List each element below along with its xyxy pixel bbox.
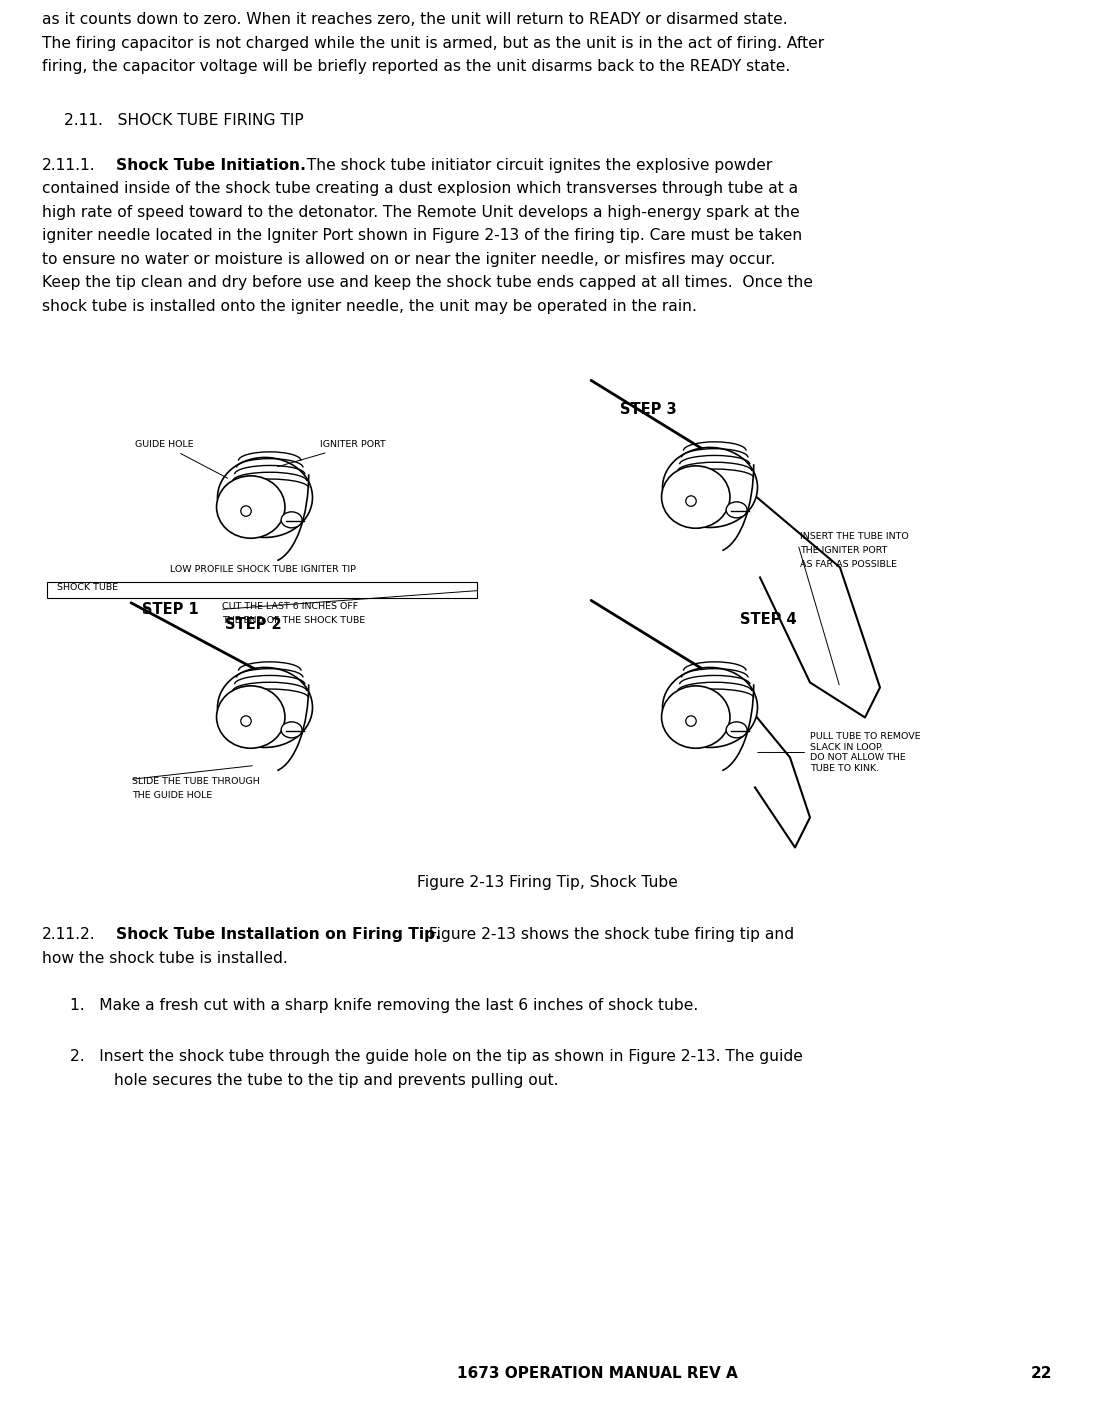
Bar [47, 582, 477, 599]
Text: STEP 4: STEP 4 [740, 613, 796, 627]
Text: 1.   Make a fresh cut with a sharp knife removing the last 6 inches of shock tub: 1. Make a fresh cut with a sharp knife r… [70, 998, 698, 1013]
Text: STEP 1: STEP 1 [142, 603, 199, 617]
Ellipse shape [218, 458, 313, 537]
Ellipse shape [281, 721, 302, 738]
Ellipse shape [218, 668, 313, 747]
Text: 2.11.2.: 2.11.2. [42, 927, 95, 943]
Text: to ensure no water or moisture is allowed on or near the igniter needle, or misf: to ensure no water or moisture is allowe… [42, 252, 776, 266]
Ellipse shape [662, 466, 730, 528]
Text: Shock Tube Installation on Firing Tip.: Shock Tube Installation on Firing Tip. [116, 927, 441, 943]
Ellipse shape [663, 668, 757, 747]
Circle shape [241, 716, 252, 726]
Ellipse shape [217, 686, 284, 748]
Text: shock tube is installed onto the igniter needle, the unit may be operated in the: shock tube is installed onto the igniter… [42, 299, 697, 314]
Ellipse shape [726, 721, 747, 738]
Text: LOW PROFILE SHOCK TUBE IGNITER TIP: LOW PROFILE SHOCK TUBE IGNITER TIP [170, 565, 356, 575]
Text: STEP 2: STEP 2 [225, 617, 281, 633]
Circle shape [241, 506, 252, 516]
Text: SLIDE THE TUBE THROUGH: SLIDE THE TUBE THROUGH [132, 778, 259, 786]
Text: SHOCK TUBE: SHOCK TUBE [57, 583, 118, 592]
Ellipse shape [663, 448, 757, 527]
Text: Figure 2-13 shows the shock tube firing tip and: Figure 2-13 shows the shock tube firing … [419, 927, 794, 943]
Text: igniter needle located in the Igniter Port shown in Figure 2-13 of the firing ti: igniter needle located in the Igniter Po… [42, 228, 802, 244]
Text: 2.11.   SHOCK TUBE FIRING TIP: 2.11. SHOCK TUBE FIRING TIP [65, 113, 304, 128]
Text: 2.   Insert the shock tube through the guide hole on the tip as shown in Figure : 2. Insert the shock tube through the gui… [70, 1050, 803, 1064]
Text: AS FAR AS POSSIBLE: AS FAR AS POSSIBLE [800, 561, 897, 569]
Text: IGNITER PORT: IGNITER PORT [278, 441, 386, 466]
Circle shape [686, 496, 696, 506]
Text: THE END OF THE SHOCK TUBE: THE END OF THE SHOCK TUBE [222, 617, 365, 626]
Text: firing, the capacitor voltage will be briefly reported as the unit disarms back : firing, the capacitor voltage will be br… [42, 59, 790, 75]
Text: Keep the tip clean and dry before use and keep the shock tube ends capped at all: Keep the tip clean and dry before use an… [42, 275, 813, 290]
Text: as it counts down to zero. When it reaches zero, the unit will return to READY o: as it counts down to zero. When it reach… [42, 13, 788, 27]
Text: contained inside of the shock tube creating a dust explosion which transverses t: contained inside of the shock tube creat… [42, 182, 799, 196]
Text: how the shock tube is installed.: how the shock tube is installed. [42, 951, 288, 965]
Text: Figure 2-13 Firing Tip, Shock Tube: Figure 2-13 Firing Tip, Shock Tube [417, 875, 677, 890]
Text: THE GUIDE HOLE: THE GUIDE HOLE [132, 792, 212, 800]
Ellipse shape [662, 686, 730, 748]
Circle shape [686, 716, 696, 726]
Text: THE IGNITER PORT: THE IGNITER PORT [800, 547, 887, 555]
Text: 1673 OPERATION MANUAL REV A: 1673 OPERATION MANUAL REV A [457, 1365, 737, 1381]
Ellipse shape [217, 476, 284, 538]
Text: Shock Tube Initiation.: Shock Tube Initiation. [116, 158, 306, 173]
Text: CUT THE LAST 6 INCHES OFF: CUT THE LAST 6 INCHES OFF [222, 603, 358, 612]
Text: GUIDE HOLE: GUIDE HOLE [135, 441, 228, 478]
Text: The firing capacitor is not charged while the unit is armed, but as the unit is : The firing capacitor is not charged whil… [42, 35, 824, 51]
Ellipse shape [726, 502, 747, 519]
Ellipse shape [281, 511, 302, 528]
Text: hole secures the tube to the tip and prevents pulling out.: hole secures the tube to the tip and pre… [114, 1072, 559, 1088]
Text: INSERT THE TUBE INTO: INSERT THE TUBE INTO [800, 533, 909, 541]
Text: high rate of speed toward to the detonator. The Remote Unit develops a high-ener: high rate of speed toward to the detonat… [42, 204, 800, 220]
Text: The shock tube initiator circuit ignites the explosive powder: The shock tube initiator circuit ignites… [296, 158, 772, 173]
Text: 2.11.1.: 2.11.1. [42, 158, 95, 173]
Text: PULL TUBE TO REMOVE
SLACK IN LOOP.
DO NOT ALLOW THE
TUBE TO KINK.: PULL TUBE TO REMOVE SLACK IN LOOP. DO NO… [758, 733, 921, 772]
Text: 22: 22 [1031, 1365, 1052, 1381]
Text: STEP 3: STEP 3 [620, 403, 676, 417]
